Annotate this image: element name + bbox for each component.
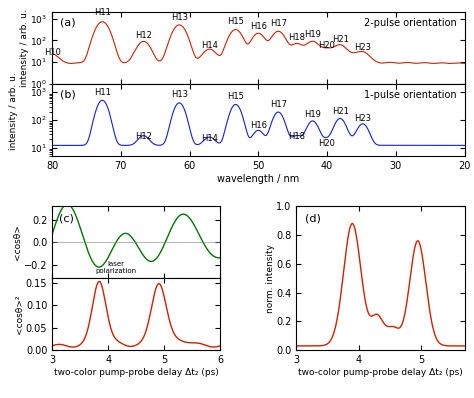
Text: H11: H11 [94, 88, 111, 97]
Text: H12: H12 [135, 31, 152, 40]
Text: (a): (a) [60, 18, 76, 28]
Y-axis label: <cosθ>²: <cosθ>² [15, 295, 24, 334]
Text: H18: H18 [288, 131, 305, 140]
Text: H23: H23 [354, 43, 371, 53]
Text: H16: H16 [250, 121, 267, 129]
Text: H13: H13 [171, 13, 188, 22]
Text: H21: H21 [332, 35, 348, 45]
Text: H20: H20 [319, 41, 336, 50]
Text: H16: H16 [250, 21, 267, 31]
Text: 1-pulse orientation: 1-pulse orientation [364, 90, 456, 100]
Y-axis label: intensity / arb. u.: intensity / arb. u. [20, 9, 29, 87]
Text: laser
polarization: laser polarization [96, 261, 137, 274]
Text: H19: H19 [304, 30, 321, 39]
Text: H19: H19 [304, 110, 321, 119]
Text: (d): (d) [305, 213, 320, 224]
Text: H14: H14 [201, 41, 218, 50]
Text: H18: H18 [288, 33, 305, 43]
X-axis label: two-color pump-probe delay Δt₂ (ps): two-color pump-probe delay Δt₂ (ps) [298, 368, 463, 377]
Text: H15: H15 [227, 17, 244, 26]
Text: H15: H15 [227, 92, 244, 101]
Text: H12: H12 [135, 131, 152, 140]
Text: H17: H17 [270, 20, 287, 28]
Text: H13: H13 [171, 90, 188, 100]
Text: H10: H10 [44, 47, 61, 57]
Text: H21: H21 [332, 107, 348, 116]
Y-axis label: <cosθ>: <cosθ> [13, 224, 22, 260]
Text: (c): (c) [59, 213, 74, 224]
Text: intensity / arb. u.: intensity / arb. u. [9, 72, 18, 150]
Text: H11: H11 [94, 8, 111, 17]
Text: 2-pulse orientation: 2-pulse orientation [364, 18, 456, 28]
Y-axis label: norm. intensity: norm. intensity [265, 244, 274, 313]
Text: H20: H20 [319, 139, 336, 148]
Text: (b): (b) [60, 90, 76, 100]
Text: H17: H17 [270, 100, 287, 109]
Text: H23: H23 [354, 113, 371, 123]
X-axis label: wavelength / nm: wavelength / nm [217, 174, 300, 183]
X-axis label: two-color pump-probe delay Δt₂ (ps): two-color pump-probe delay Δt₂ (ps) [54, 368, 219, 377]
Text: H14: H14 [201, 134, 218, 143]
